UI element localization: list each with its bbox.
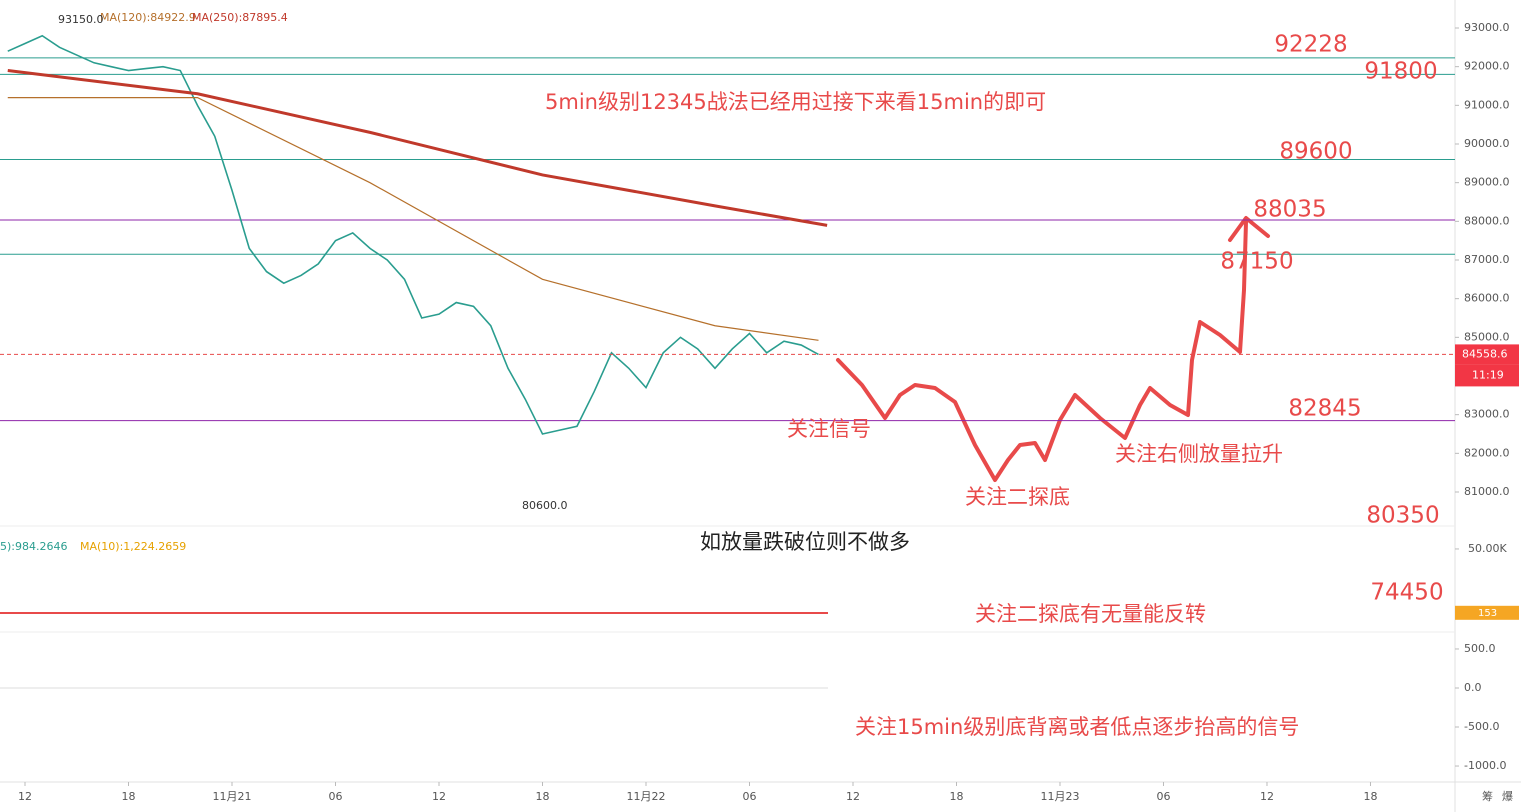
- y-tick-label: 89000.0: [1464, 176, 1510, 189]
- high-label: 93150.0: [58, 13, 104, 26]
- x-tick-label: 12: [846, 790, 860, 803]
- annotation: 关注二探底: [965, 485, 1070, 509]
- series-line: [7, 34, 819, 435]
- x-tick-label: 18: [535, 790, 549, 803]
- volume-tick-label: 50.00K: [1468, 542, 1507, 555]
- x-tick-label: 18: [122, 790, 136, 803]
- level-label: 92228: [1274, 32, 1347, 58]
- macd-tick-label: 0.0: [1464, 681, 1482, 694]
- y-tick-label: 81000.0: [1464, 485, 1510, 498]
- y-tick-label: 93000.0: [1464, 21, 1510, 34]
- level-label: 88035: [1253, 197, 1326, 223]
- y-tick-label: 91000.0: [1464, 98, 1510, 111]
- hand-drawn-path: [836, 220, 1248, 482]
- x-tick-label: 18: [949, 790, 963, 803]
- countdown: 11:19: [1472, 368, 1504, 381]
- y-tick-label: 83000.0: [1464, 408, 1510, 421]
- x-tick-label: 12: [18, 790, 32, 803]
- x-tick-label: 11月22: [626, 790, 665, 803]
- level-label: 87150: [1220, 249, 1293, 275]
- level-label: 74450: [1370, 580, 1443, 606]
- x-tick-label: 06: [1156, 790, 1170, 803]
- series-line: [7, 96, 819, 341]
- y-tick-label: 87000.0: [1464, 253, 1510, 266]
- price-box: [1455, 344, 1519, 365]
- legend-entry: MA(250):87895.4: [192, 11, 288, 24]
- x-tick-label: 12: [1260, 790, 1274, 803]
- level-label: 80350: [1366, 503, 1439, 529]
- annotation: 关注右侧放量拉升: [1115, 442, 1283, 466]
- corner-label: 爆: [1502, 789, 1513, 803]
- y-tick-label: 92000.0: [1464, 60, 1510, 73]
- macd-tick-label: 500.0: [1464, 642, 1496, 655]
- level-label: 82845: [1288, 396, 1361, 422]
- macd-tick-label: -500.0: [1464, 720, 1499, 733]
- annotation: 关注二探底有无量能反转: [975, 602, 1206, 626]
- x-tick-label: 06: [329, 790, 343, 803]
- annotation: 如放量跌破位则不做多: [700, 530, 910, 554]
- level-label: 91800: [1364, 59, 1437, 85]
- volume-current: 153: [1478, 608, 1497, 619]
- annotation: 5min级别12345战法已经用过接下来看15min的即可: [545, 90, 1046, 114]
- legend-entry: MA(120):84922.9: [100, 11, 196, 24]
- countdown-box: [1455, 364, 1519, 387]
- y-tick-label: 88000.0: [1464, 214, 1510, 227]
- y-tick-label: 82000.0: [1464, 446, 1510, 459]
- volume-legend: 5):984.2646: [0, 540, 67, 553]
- volume-box: [1455, 605, 1519, 620]
- macd-tick-label: -1000.0: [1464, 759, 1506, 772]
- x-tick-label: 12: [432, 790, 446, 803]
- annotation: 关注15min级别底背离或者低点逐步抬高的信号: [855, 715, 1299, 739]
- volume-legend: MA(10):1,224.2659: [80, 540, 186, 553]
- x-tick-label: 11月23: [1040, 790, 1079, 803]
- series-line: [7, 69, 828, 227]
- current-price-label: 84558.6: [1462, 347, 1508, 360]
- x-tick-label: 11月21: [213, 790, 252, 803]
- y-tick-label: 86000.0: [1464, 292, 1510, 305]
- arrow-head: [1228, 216, 1270, 242]
- low-label: 80600.0: [522, 499, 568, 512]
- level-label: 89600: [1279, 139, 1352, 165]
- x-tick-label: 06: [742, 790, 756, 803]
- y-tick-label: 85000.0: [1464, 330, 1510, 343]
- annotation: 关注信号: [787, 417, 871, 441]
- x-tick-label: 18: [1363, 790, 1377, 803]
- corner-label: 筹: [1482, 789, 1493, 803]
- y-tick-label: 90000.0: [1464, 137, 1510, 150]
